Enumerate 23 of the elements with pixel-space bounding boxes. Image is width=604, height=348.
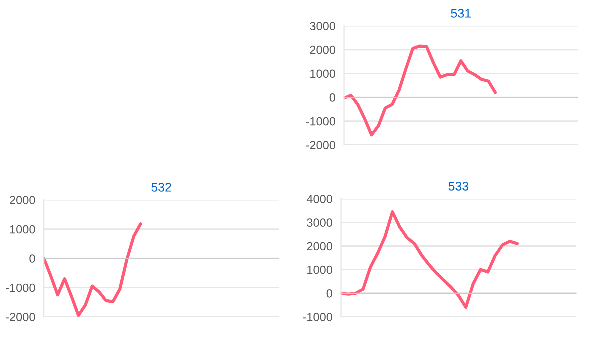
- line-series: [341, 210, 520, 310]
- y-tick-label: 2000: [10, 196, 36, 204]
- y-tick-label: 4000: [306, 195, 332, 204]
- line-series: [344, 44, 498, 137]
- chart-title: 531: [451, 9, 471, 18]
- y-tick-label: -1000: [303, 313, 332, 322]
- y-tick-label: -2000: [306, 141, 336, 150]
- y-tick-label: -1000: [6, 284, 36, 292]
- chart-title: 532: [152, 183, 172, 192]
- y-tick-label: 1000: [308, 266, 332, 274]
- chart-title: 533: [448, 182, 469, 191]
- y-tick-label: 1000: [10, 225, 36, 234]
- y-tick-label: 0: [330, 94, 336, 102]
- y-tick-label: 1000: [310, 70, 336, 78]
- y-tick-label: 0: [30, 254, 36, 263]
- y-tick-label: 2000: [307, 242, 332, 251]
- y-tick-label: 3000: [307, 218, 332, 228]
- line-series: [44, 222, 142, 318]
- y-tick-label: 0: [326, 289, 332, 298]
- y-tick-label: -1000: [306, 117, 336, 126]
- y-tick-label: 3000: [310, 22, 336, 30]
- y-tick-label: 2000: [310, 46, 336, 54]
- y-tick-label: -2000: [6, 313, 36, 322]
